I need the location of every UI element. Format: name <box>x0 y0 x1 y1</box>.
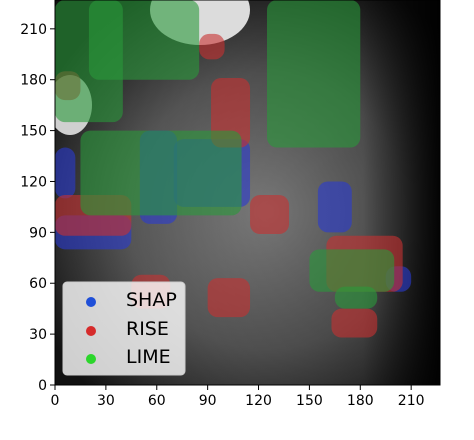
y-tick-label: 210 <box>20 22 47 38</box>
legend-label-shap: SHAP <box>126 289 177 311</box>
y-tick-label: 180 <box>20 73 47 89</box>
lime-region-6 <box>334 286 378 309</box>
plot-area <box>55 0 440 385</box>
x-axis: 0 30 60 90 120 150 180 210 <box>51 385 425 409</box>
shap-region-5 <box>317 181 352 233</box>
rise-region-3 <box>250 195 290 235</box>
shap-region-1 <box>55 147 76 199</box>
y-tick-label: 90 <box>29 225 47 241</box>
y-tick-label: 30 <box>29 327 47 343</box>
x-tick-label: 60 <box>148 393 166 409</box>
rise-region-7 <box>331 308 378 338</box>
x-tick-label: 120 <box>245 393 272 409</box>
y-tick-label: 0 <box>38 378 47 394</box>
legend-marker-rise <box>86 326 96 336</box>
legend-label-lime: LIME <box>126 346 171 368</box>
rise-region-2 <box>211 78 251 148</box>
x-tick-label: 90 <box>199 393 217 409</box>
legend: SHAP RISE LIME <box>62 281 186 376</box>
legend-marker-lime <box>86 354 96 364</box>
legend-marker-shap <box>86 297 96 307</box>
attribution-overlays <box>55 0 412 338</box>
x-tick-label: 180 <box>347 393 374 409</box>
x-tick-label: 210 <box>398 393 425 409</box>
lime-region-2 <box>88 0 200 80</box>
rise-region-4 <box>207 278 251 318</box>
y-tick-label: 120 <box>20 174 47 190</box>
plot-frame <box>54 0 441 386</box>
lime-region-4 <box>80 130 242 216</box>
lime-region-5 <box>309 249 395 292</box>
y-axis: 0 30 60 90 120 150 180 210 <box>20 22 55 394</box>
x-tick-label: 30 <box>97 393 115 409</box>
y-tick-label: 60 <box>29 276 47 292</box>
x-tick-label: 150 <box>296 393 323 409</box>
x-tick-label: 0 <box>51 393 60 409</box>
y-tick-label: 150 <box>20 124 47 140</box>
rise-region-8 <box>199 33 225 60</box>
legend-label-rise: RISE <box>126 318 169 340</box>
lime-region-3 <box>267 0 361 148</box>
